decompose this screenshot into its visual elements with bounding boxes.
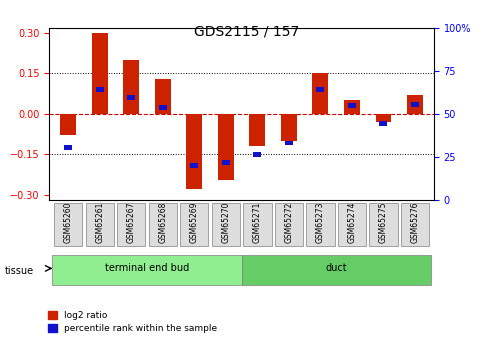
Text: GSM65273: GSM65273 (316, 201, 325, 243)
Text: GSM65261: GSM65261 (95, 201, 104, 243)
Bar (190, 163, 198, 168)
Bar (92, 33, 107, 114)
Text: GSM65270: GSM65270 (221, 201, 230, 243)
FancyBboxPatch shape (54, 203, 82, 246)
Bar (376, 114, 391, 122)
Bar (285, 140, 293, 145)
FancyBboxPatch shape (401, 203, 429, 246)
Text: tissue: tissue (5, 266, 34, 276)
Bar (186, 114, 202, 189)
FancyBboxPatch shape (338, 203, 366, 246)
Bar (159, 105, 167, 110)
Bar (348, 104, 356, 108)
Bar (127, 95, 135, 100)
Text: GSM65272: GSM65272 (284, 201, 293, 243)
FancyBboxPatch shape (369, 203, 397, 246)
Bar (281, 114, 297, 141)
FancyBboxPatch shape (275, 203, 303, 246)
Bar (253, 152, 261, 157)
Bar (249, 114, 265, 146)
Bar (60, 114, 76, 136)
Bar (155, 79, 171, 114)
Text: GSM65267: GSM65267 (127, 201, 136, 243)
Text: GDS2115 / 157: GDS2115 / 157 (194, 24, 299, 38)
FancyBboxPatch shape (86, 203, 114, 246)
Bar (317, 87, 324, 92)
Bar (123, 60, 139, 114)
Text: terminal end bud: terminal end bud (105, 264, 189, 273)
FancyBboxPatch shape (52, 255, 242, 285)
Bar (218, 114, 234, 180)
FancyBboxPatch shape (306, 203, 335, 246)
FancyBboxPatch shape (242, 255, 431, 285)
Bar (96, 87, 104, 92)
Bar (407, 95, 423, 114)
Bar (411, 102, 419, 107)
Text: GSM65276: GSM65276 (411, 201, 420, 243)
FancyBboxPatch shape (211, 203, 240, 246)
Text: duct: duct (325, 264, 347, 273)
Legend: log2 ratio, percentile rank within the sample: log2 ratio, percentile rank within the s… (44, 307, 220, 337)
Bar (344, 100, 360, 114)
Text: GSM65271: GSM65271 (253, 201, 262, 243)
FancyBboxPatch shape (148, 203, 177, 246)
Bar (313, 73, 328, 114)
FancyBboxPatch shape (117, 203, 145, 246)
FancyBboxPatch shape (180, 203, 209, 246)
Text: GSM65275: GSM65275 (379, 201, 388, 243)
Text: GSM65269: GSM65269 (190, 201, 199, 243)
Bar (380, 121, 387, 126)
FancyBboxPatch shape (243, 203, 272, 246)
Bar (64, 145, 72, 150)
Text: GSM65260: GSM65260 (64, 201, 72, 243)
Text: GSM65274: GSM65274 (348, 201, 356, 243)
Bar (222, 160, 230, 165)
Text: GSM65268: GSM65268 (158, 201, 167, 243)
